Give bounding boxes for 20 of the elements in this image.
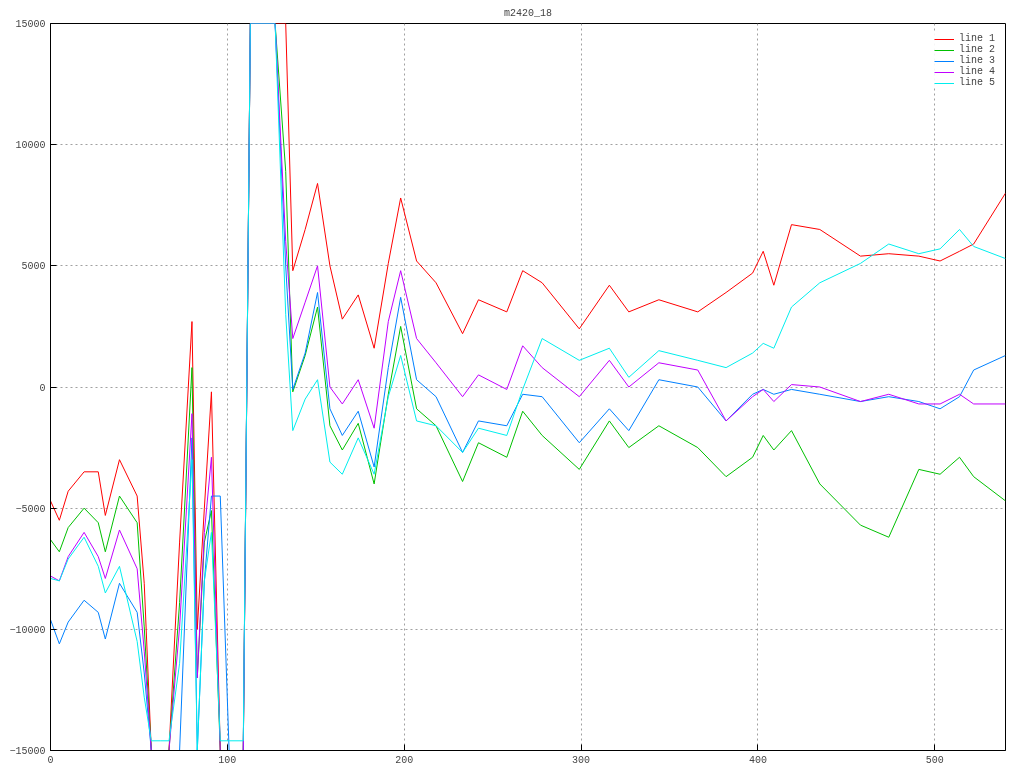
y-tick-label: −15000 [9, 746, 46, 757]
chart-title: m2420_18 [504, 7, 553, 19]
y-tick-label: 15000 [15, 19, 46, 30]
y-tick-label: 10000 [15, 140, 46, 152]
legend-label: line 4 [958, 66, 995, 77]
legend-label: line 3 [958, 55, 995, 66]
legend-label: line 5 [958, 77, 995, 88]
line-series [50, 23, 1006, 751]
x-tick-label: 300 [572, 754, 591, 766]
x-tick-label: 100 [218, 754, 237, 766]
x-tick-label: 400 [748, 754, 767, 766]
x-tick-label: 500 [925, 754, 944, 766]
legend-label: line 1 [958, 33, 995, 44]
x-tick-label: 0 [47, 754, 54, 766]
y-tick-label: −10000 [9, 624, 46, 636]
y-tick-label: 0 [39, 382, 46, 394]
y-tick-label: 5000 [21, 261, 46, 273]
legend-label: line 2 [958, 44, 995, 55]
x-tick-label: 200 [395, 754, 414, 766]
y-tick-label: −5000 [15, 503, 46, 515]
